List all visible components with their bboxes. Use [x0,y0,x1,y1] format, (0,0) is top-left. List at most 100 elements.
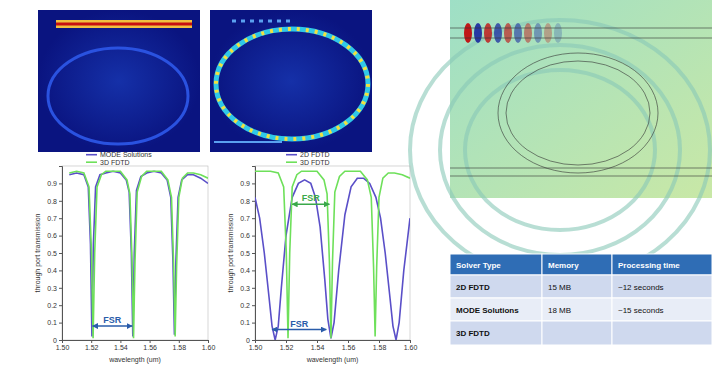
table-cell [612,298,712,321]
tick-mark [252,288,255,289]
tick: 0.8 [240,198,255,205]
table-cell [612,275,712,298]
chart: 1.501.521.541.561.581.6000.10.20.30.40.5… [227,151,417,364]
tick-label: 0.8 [240,198,250,205]
ring-edge [506,61,650,165]
field-lobe [494,23,502,43]
tick-mark [91,340,92,343]
tick-label: 0 [246,337,250,344]
legend-swatch [286,154,297,156]
tick-mark [348,340,349,343]
axis: 1.501.521.541.561.581.60 [56,340,216,351]
ring-edge [498,53,658,173]
tick-mark [252,236,255,237]
tick-label: 1.50 [56,344,70,351]
axis-line [256,341,411,344]
tick-label: 0.2 [47,302,57,309]
tick-label: 0.7 [240,215,250,222]
header-text: Memory [548,261,579,270]
y-axis-title: through port transmission [34,213,42,292]
tick-label: 1.56 [342,344,356,351]
axis-line [252,167,256,341]
waveguide-top [232,20,292,23]
plot-area [255,171,410,340]
tick-label: 1.60 [404,344,418,351]
tick: 1.52 [280,340,294,351]
cell-text: ~15 seconds [618,306,664,315]
tick-label: 0.3 [47,285,57,292]
tick-label: 0.8 [47,198,57,205]
field-image-1 [38,10,200,152]
tick-mark [286,340,287,343]
axis-line [59,167,63,341]
tick-mark [252,253,255,254]
annotation-label: FSR [290,319,309,329]
tick-mark [59,270,62,271]
legend-label: MODE Solutions [100,151,152,158]
tick-mark [252,183,255,184]
field-lobe [484,23,492,43]
field-wave [465,70,655,230]
cell-text: MODE Solutions [456,306,519,315]
tick: 0.5 [47,250,62,257]
cell-text: ~12 seconds [618,283,664,292]
field-image-3 [410,0,712,280]
table-cell [542,275,612,298]
tick: 1.60 [404,340,418,351]
field-wave [410,20,710,280]
tick-mark [252,201,255,202]
field-lobe [474,23,482,43]
plot-frame [255,166,410,340]
x-axis-title: wavelength (um) [306,356,359,364]
tick-mark [252,305,255,306]
tick-label: 1.54 [311,344,325,351]
tick-label: 0.2 [240,302,250,309]
tick-label: 1.52 [280,344,294,351]
table-cell [450,298,542,321]
tick-label: 1.56 [143,344,157,351]
tick: 0.4 [47,267,62,274]
tick: 0.6 [240,232,255,239]
tick-mark [59,218,62,219]
annotation-label: FSR [302,193,321,203]
tick-label: 0.9 [47,180,57,187]
waveguide-edge [450,28,712,29]
tick-label: 1.58 [373,344,387,351]
waveguide-edge [450,168,712,169]
field-lobe [504,23,512,43]
header-text: Processing time [618,261,680,270]
tick-label: 0.4 [47,267,57,274]
tick: 0.2 [240,302,255,309]
table-cell [612,321,712,345]
legend-label: 3D FDTD [300,159,330,166]
field-lobe [534,23,542,43]
tick: 1.58 [373,340,387,351]
chart: 1.501.521.541.561.581.6000.10.20.30.40.5… [34,151,215,364]
tick-mark [59,201,62,202]
tick: 0 [53,337,62,344]
tick: 0.6 [47,232,62,239]
tick-mark [59,340,62,341]
tick: 0.7 [240,215,255,222]
tick: 1.58 [172,340,186,351]
tick-label: 0.5 [240,250,250,257]
x-axis-title: wavelength (um) [108,356,161,364]
field-lobe [554,23,562,43]
header-cell [542,254,612,275]
tick-label: 0.1 [47,319,57,326]
tick: 1.50 [56,340,70,351]
annotation-arrow [272,329,326,331]
tick: 0.9 [47,180,62,187]
annotation-arrow [93,325,132,327]
cell-text: 2D FDTD [456,283,490,292]
tick-mark [252,270,255,271]
series-line [255,171,410,338]
ring-field-peaks [216,29,368,139]
tick-label: 0.1 [240,319,250,326]
ring-field [48,48,188,144]
legend: MODE Solutions3D FDTD [86,151,152,166]
axis-line [63,341,209,344]
tick: 1.56 [342,340,356,351]
tick-mark [317,340,318,343]
plot-area [69,171,208,338]
